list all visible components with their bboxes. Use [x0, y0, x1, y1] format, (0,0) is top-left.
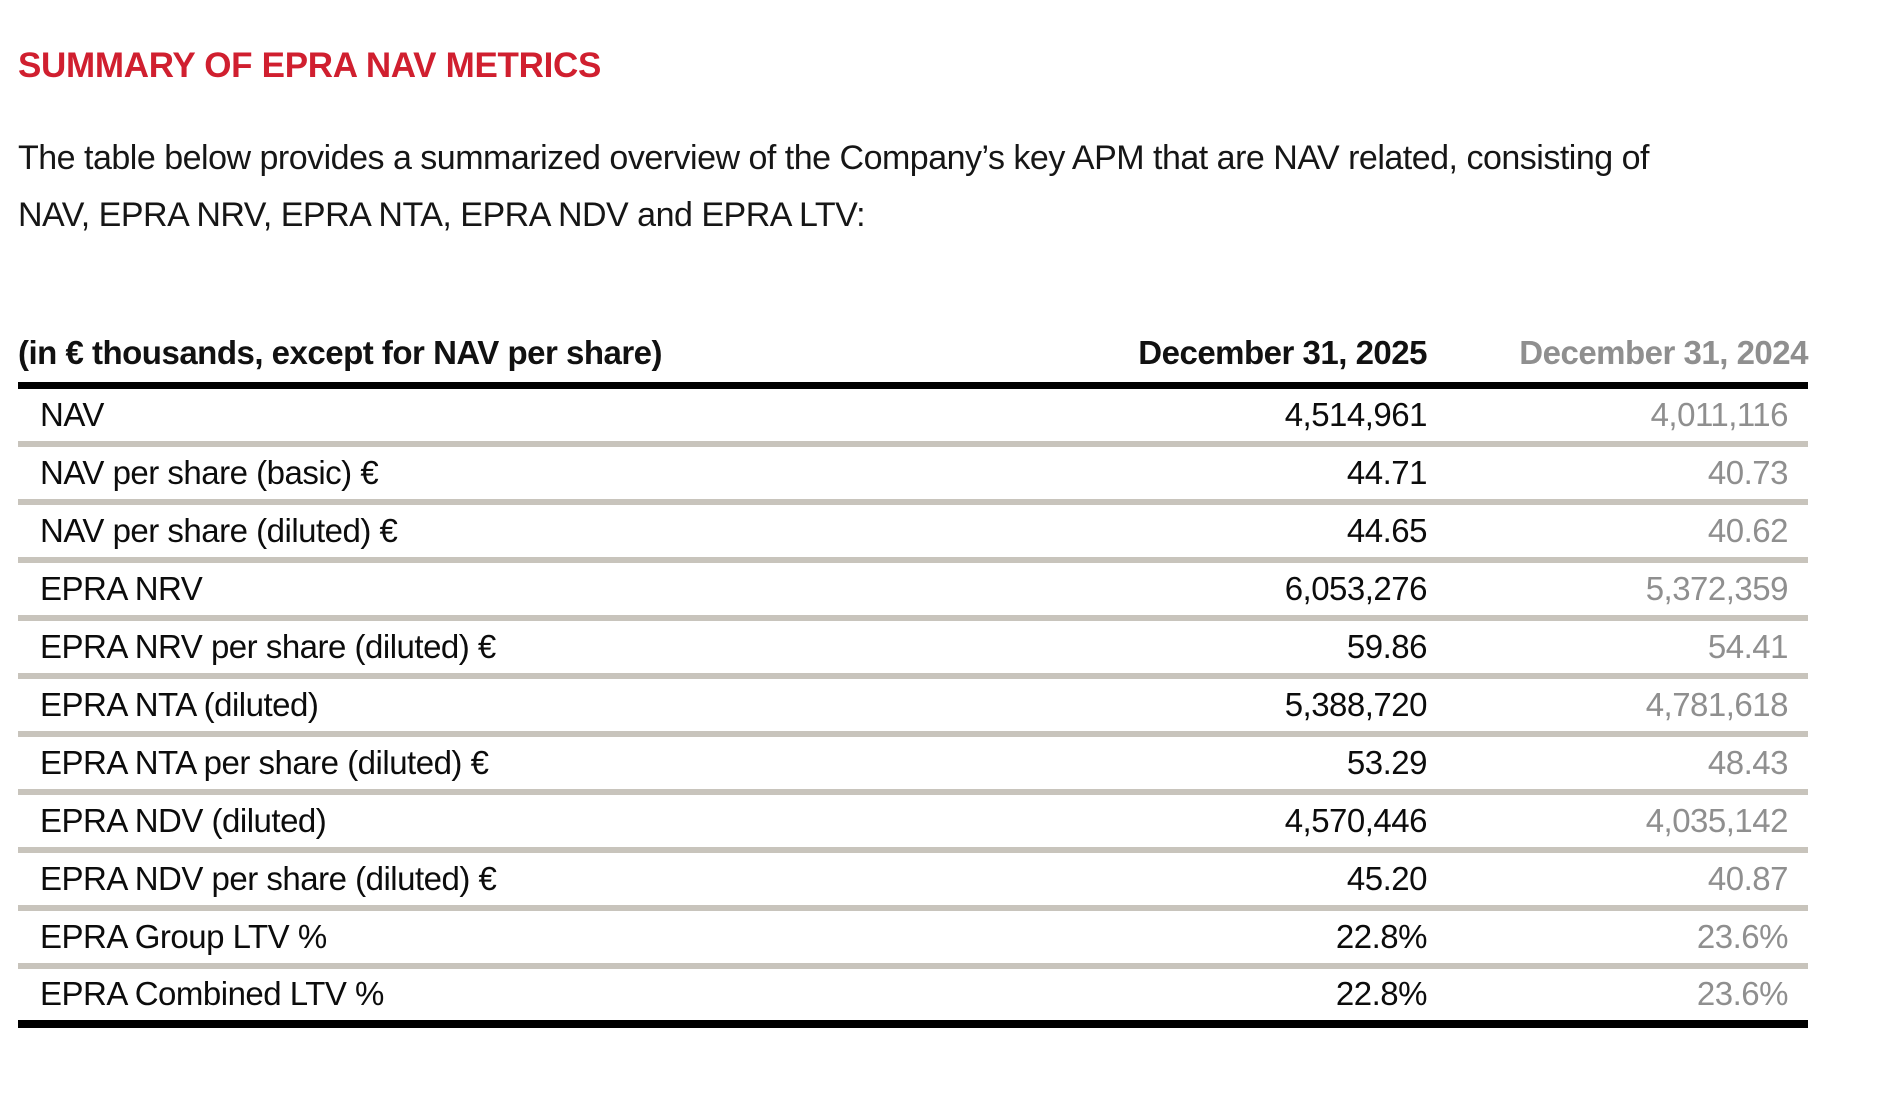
- value-2024: 4,011,116: [1427, 385, 1808, 447]
- value-2025: 59.86: [860, 617, 1428, 679]
- value-2025: 6,053,276: [860, 559, 1428, 621]
- intro-line-1: The table below provides a summarized ov…: [18, 139, 1649, 177]
- value-2025: 45.20: [860, 849, 1428, 911]
- value-2025: 4,570,446: [860, 791, 1428, 853]
- value-2025: 44.65: [860, 501, 1428, 563]
- metric-label: EPRA NTA per share (diluted) €: [18, 733, 860, 795]
- value-2024: 23.6%: [1427, 965, 1808, 1028]
- page-title: SUMMARY OF EPRA NAV METRICS: [18, 46, 602, 85]
- value-2024: 4,035,142: [1427, 791, 1808, 853]
- header-column-2024: December 31, 2024: [1427, 296, 1809, 389]
- table-row: NAV per share (diluted) € 44.65 40.62: [18, 501, 1808, 563]
- table-row: EPRA NTA per share (diluted) € 53.29 48.…: [18, 733, 1808, 795]
- epra-nav-metrics-table: (in € thousands, except for NAV per shar…: [18, 296, 1809, 1028]
- table-row: EPRA NDV (diluted) 4,570,446 4,035,142: [18, 791, 1808, 853]
- metric-label: EPRA NRV: [18, 559, 860, 621]
- value-2024: 48.43: [1427, 733, 1808, 795]
- header-units-label: (in € thousands, except for NAV per shar…: [18, 296, 860, 389]
- table-row: EPRA NRV 6,053,276 5,372,359: [18, 559, 1808, 621]
- value-2025: 44.71: [860, 443, 1428, 505]
- value-2025: 4,514,961: [860, 385, 1428, 447]
- document-page: SUMMARY OF EPRA NAV METRICS The table be…: [18, 46, 1809, 1028]
- value-2024: 23.6%: [1427, 907, 1808, 969]
- metric-label: EPRA NDV (diluted): [18, 791, 860, 853]
- metric-label: EPRA NTA (diluted): [18, 675, 860, 737]
- table-row: NAV per share (basic) € 44.71 40.73: [18, 443, 1808, 505]
- metric-label: EPRA Group LTV %: [18, 907, 860, 969]
- table-row: EPRA NDV per share (diluted) € 45.20 40.…: [18, 849, 1808, 911]
- value-2024: 40.87: [1427, 849, 1808, 911]
- value-2025: 5,388,720: [860, 675, 1428, 737]
- table-row: NAV 4,514,961 4,011,116: [18, 385, 1808, 447]
- intro-line-2: NAV, EPRA NRV, EPRA NTA, EPRA NDV and EP…: [18, 196, 866, 234]
- table-row: EPRA Combined LTV % 22.8% 23.6%: [18, 965, 1808, 1028]
- value-2024: 4,781,618: [1427, 675, 1808, 737]
- value-2025: 22.8%: [860, 965, 1428, 1028]
- table-row: EPRA NRV per share (diluted) € 59.86 54.…: [18, 617, 1808, 679]
- table-row: EPRA NTA (diluted) 5,388,720 4,781,618: [18, 675, 1808, 737]
- metric-label: EPRA NRV per share (diluted) €: [18, 617, 860, 679]
- header-column-2025: December 31, 2025: [860, 296, 1428, 389]
- metric-label: EPRA NDV per share (diluted) €: [18, 849, 860, 911]
- value-2024: 54.41: [1427, 617, 1808, 679]
- value-2024: 40.73: [1427, 443, 1808, 505]
- table-header-row: (in € thousands, except for NAV per shar…: [18, 296, 1809, 389]
- metric-label: EPRA Combined LTV %: [18, 965, 860, 1028]
- metric-label: NAV: [18, 385, 860, 447]
- table-row: EPRA Group LTV % 22.8% 23.6%: [18, 907, 1808, 969]
- metric-label: NAV per share (basic) €: [18, 443, 860, 505]
- metric-label: NAV per share (diluted) €: [18, 501, 860, 563]
- value-2025: 22.8%: [860, 907, 1428, 969]
- intro-paragraph: The table below provides a summarized ov…: [18, 130, 1808, 244]
- value-2025: 53.29: [860, 733, 1428, 795]
- value-2024: 5,372,359: [1427, 559, 1808, 621]
- value-2024: 40.62: [1427, 501, 1808, 563]
